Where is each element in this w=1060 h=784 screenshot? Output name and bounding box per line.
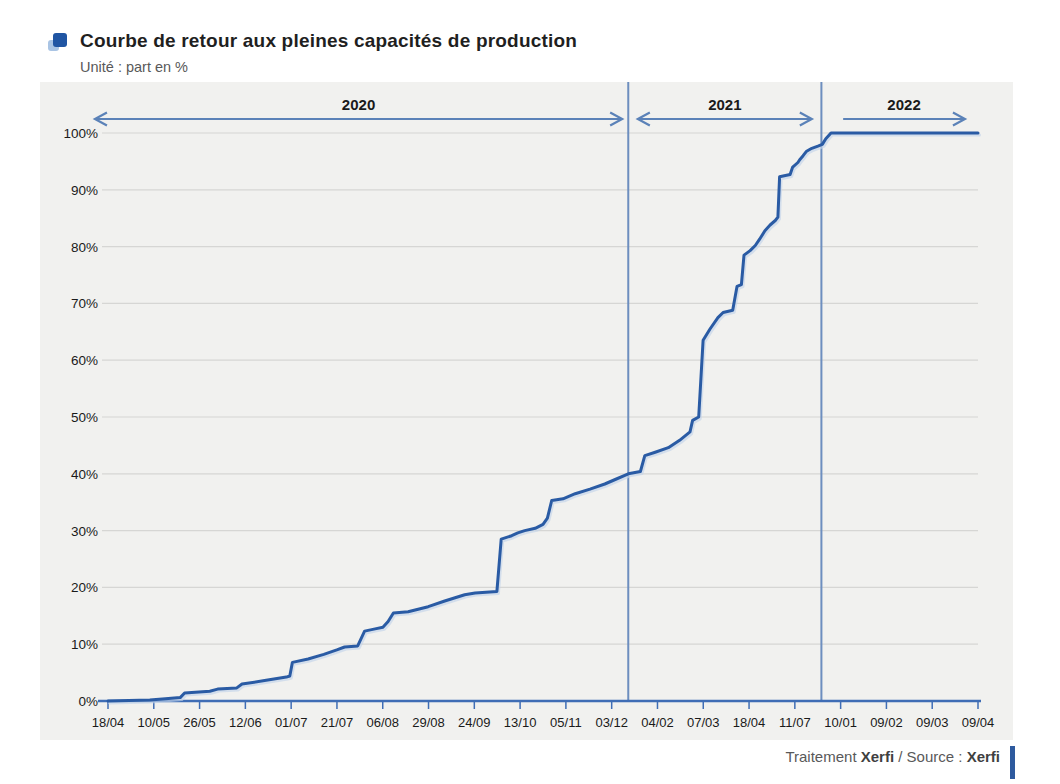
y-axis-tick-label: 80% (71, 240, 98, 255)
y-axis-tick-label: 10% (71, 637, 98, 652)
x-axis-tick-label: 21/07 (321, 715, 354, 730)
y-axis-tick-label: 60% (71, 353, 98, 368)
y-axis-tick-label: 0% (78, 694, 98, 709)
year-label: 2021 (708, 96, 741, 113)
chart-unit-label: Unité : part en % (80, 59, 577, 75)
x-axis-tick-label: 05/11 (550, 715, 582, 730)
y-axis-tick-label: 20% (71, 580, 98, 595)
y-axis-tick-label: 100% (63, 126, 98, 141)
x-axis-tick-label: 01/07 (275, 715, 308, 730)
y-axis-tick-label: 90% (71, 183, 98, 198)
bullet-squares-icon (48, 32, 70, 54)
production-capacity-line-chart: 0% 10% 20% 30% 40% 50% 60% 70% 80% 90% 100% 2020 202… (40, 82, 1013, 740)
y-axis-tick-label: 30% (71, 524, 98, 539)
series-line-shadow (110, 135, 980, 703)
footer-treatment-brand: Xerfi (861, 748, 894, 765)
footer-credit: Traitement Xerfi / Source : Xerfi (785, 748, 1000, 765)
x-axis-tick-label: 29/08 (412, 715, 445, 730)
x-axis-tick-label: 26/05 (183, 715, 216, 730)
x-axis-tick-label: 18/04 (92, 715, 125, 730)
y-axis-tick-label: 70% (71, 296, 98, 311)
x-axis-tick-label: 04/02 (641, 715, 674, 730)
x-axis-tick-label: 13/10 (504, 715, 537, 730)
x-axis-tick-label: 11/07 (779, 715, 811, 730)
x-axis-tick-label: 09/02 (870, 715, 903, 730)
footer-treatment-label: Traitement (785, 748, 860, 765)
page-title: Courbe de retour aux pleines capacités d… (80, 30, 577, 52)
x-axis-tick-label: 06/08 (366, 715, 399, 730)
x-axis-tick-label: 12/06 (229, 715, 262, 730)
x-axis-tick-label: 18/04 (733, 715, 766, 730)
x-axis-tick-label: 03/12 (595, 715, 628, 730)
x-axis-tick-label: 09/04 (962, 715, 995, 730)
x-axis-tick-label: 10/05 (138, 715, 171, 730)
year-label: 2022 (887, 96, 920, 113)
x-axis-tick-label: 10/01 (824, 715, 857, 730)
x-axis-tick-label: 07/03 (687, 715, 720, 730)
year-label: 2020 (342, 96, 375, 113)
chart-panel: 0% 10% 20% 30% 40% 50% 60% 70% 80% 90% 100% 2020 202… (40, 82, 1013, 740)
footer-source-brand: Xerfi (967, 748, 1000, 765)
y-axis-tick-label: 40% (71, 467, 98, 482)
footer-accent-bar (1010, 746, 1015, 779)
x-axis-tick-label: 24/09 (458, 715, 491, 730)
y-axis-tick-label: 50% (71, 410, 98, 425)
footer-separator: / Source : (894, 748, 967, 765)
x-axis-tick-label: 09/03 (916, 715, 949, 730)
chart-header: Courbe de retour aux pleines capacités d… (48, 30, 577, 75)
